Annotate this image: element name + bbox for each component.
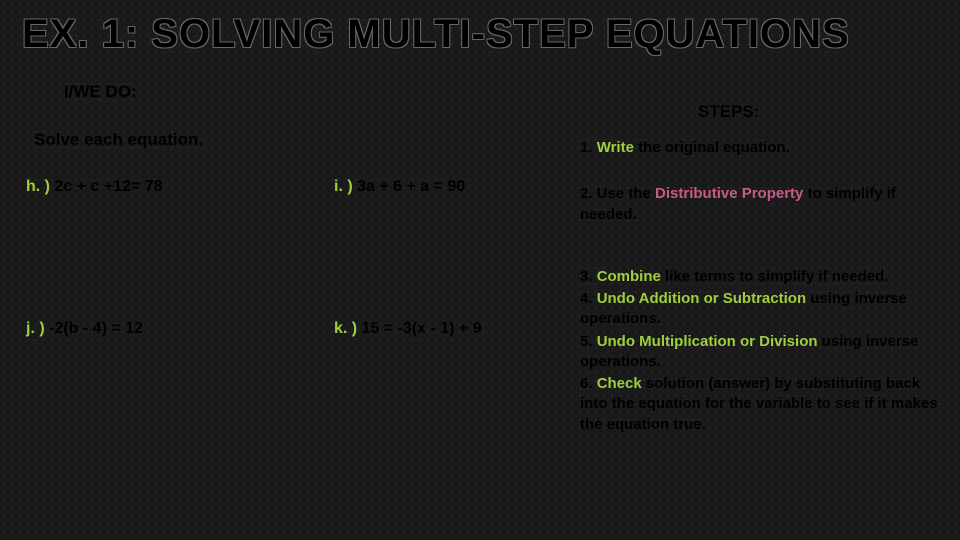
subheader-iwedo: I/WE DO: (64, 82, 137, 102)
step-6: 6. Check solution (answer) by substituti… (580, 374, 940, 435)
slide-title: EX. 1: SOLVING MULTI-STEP EQUATIONS (22, 12, 850, 57)
steps-header: STEPS: (698, 102, 759, 122)
step-5-key: Undo Multiplication or Division (597, 333, 818, 350)
problem-k-label: k. ) (334, 320, 357, 337)
step-4: 4. Undo Addition or Subtraction using in… (580, 289, 940, 330)
step-1-rest: the original equation. (634, 139, 790, 156)
step-3-key: Combine (597, 268, 661, 285)
problem-j: j. ) -2(b - 4) = 12 (26, 320, 143, 338)
problem-j-label: j. ) (26, 320, 45, 337)
step-3: 3. Combine like terms to simplify if nee… (580, 267, 940, 287)
problem-k: k. ) 15 = -3(x - 1) + 9 (334, 320, 482, 338)
problem-h-label: h. ) (26, 178, 50, 195)
step-4-num: 4. (580, 290, 597, 307)
step-3-num: 3. (580, 268, 597, 285)
step-3-rest: like terms to simplify if needed. (661, 268, 889, 285)
step-1-key: Write (597, 139, 634, 156)
problem-j-text: -2(b - 4) = 12 (45, 320, 143, 337)
step-1-num: 1. (580, 139, 597, 156)
problem-h: h. ) 2c + c +12= 78 (26, 178, 163, 196)
steps-list: 1. Write the original equation. 2. Use t… (580, 138, 940, 437)
step-6-num: 6. (580, 375, 597, 392)
problem-i-text: 3a + 6 + a = 90 (353, 178, 466, 195)
instruction-text: Solve each equation. (34, 130, 203, 150)
step-5-num: 5. (580, 333, 597, 350)
problem-i-label: i. ) (334, 178, 353, 195)
problem-h-text: 2c + c +12= 78 (50, 178, 163, 195)
step-6-key: Check (597, 375, 642, 392)
step-5: 5. Undo Multiplication or Division using… (580, 332, 940, 373)
step-2: 2. Use the Distributive Property to simp… (580, 184, 940, 225)
step-2-num: 2. Use the (580, 185, 655, 202)
problem-i: i. ) 3a + 6 + a = 90 (334, 178, 465, 196)
step-1: 1. Write the original equation. (580, 138, 940, 158)
step-2-key: Distributive Property (655, 185, 803, 202)
problem-k-text: 15 = -3(x - 1) + 9 (357, 320, 482, 337)
step-4-key: Undo Addition or Subtraction (597, 290, 806, 307)
